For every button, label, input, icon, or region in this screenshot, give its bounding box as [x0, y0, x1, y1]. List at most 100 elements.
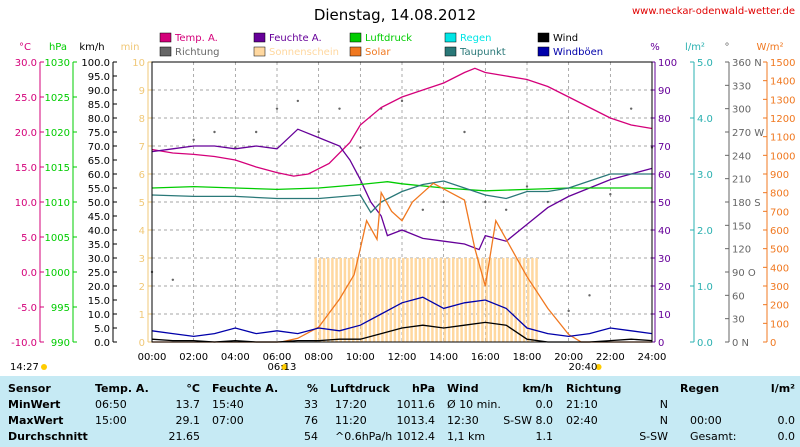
- sunshine-bar: [314, 258, 317, 342]
- axis-tick-label-solar: 900: [770, 170, 789, 181]
- legend-swatch-temp: [159, 32, 172, 43]
- axis-unit-wind: km/h: [79, 42, 104, 53]
- axis-tick-label-sunshine: 3: [139, 254, 145, 265]
- sunshine-bar: [493, 258, 497, 342]
- table-cell: Ø 10 min.: [447, 398, 501, 411]
- x-tick-label: 08:00: [304, 352, 333, 363]
- legend-label-dewpoint: Taupunkt: [459, 47, 506, 58]
- sunshine-bar: [514, 258, 517, 342]
- sunshine-bar: [364, 258, 367, 342]
- axis-tick-label-solar: 1200: [770, 114, 795, 125]
- axis-tick-label-wind: 85.0: [88, 100, 110, 111]
- legend-label-pressure: Luftdruck: [365, 33, 412, 44]
- sunshine-bar: [327, 258, 330, 342]
- x-tick-label: 10:00: [346, 352, 375, 363]
- axis-tick-label-sunshine: 8: [139, 114, 145, 125]
- direction-point: [400, 99, 404, 103]
- direction-point: [567, 309, 570, 313]
- table-cell: 33: [304, 398, 318, 411]
- sunshine-bar: [531, 258, 534, 342]
- axis-tick-label-temp: 5.0: [21, 233, 37, 244]
- axis-tick-label-wind: 5.0: [94, 324, 110, 335]
- axis-tick-label-wind: 55.0: [88, 184, 110, 195]
- legend-swatch-direction: [159, 46, 172, 57]
- table-cell: S-SW: [639, 430, 668, 443]
- axis-tick-label-wind: 10.0: [88, 310, 110, 321]
- sunshine-bar: [360, 258, 363, 342]
- axis-tick-label-solar: 800: [770, 189, 789, 200]
- axis-tick-label-temp: 20.0: [15, 128, 37, 139]
- table-header-cell: Regen: [680, 382, 720, 395]
- sunshine-bar: [414, 258, 417, 342]
- direction-point: [609, 193, 612, 196]
- axis-tick-label-sunshine: 0: [139, 338, 145, 349]
- legend: Temp. A. Feuchte A. Luftdruck Regen Wind Rich…: [159, 32, 603, 58]
- sunshine-bar: [368, 258, 372, 342]
- sunshine-bar: [456, 258, 459, 342]
- table-cell: 15:00: [95, 414, 127, 427]
- axis-tick-label-direction: 300: [732, 105, 751, 116]
- axis-tick-label-wind: 20.0: [88, 282, 110, 293]
- sunshine-bar: [502, 258, 505, 342]
- sunshine-bar: [402, 258, 405, 342]
- direction-point: [213, 130, 216, 134]
- axis-tick-label-sunshine: 5: [139, 198, 145, 209]
- axis-tick-label-humidity: 40: [658, 226, 671, 237]
- twilight-time: 14:27: [10, 362, 39, 373]
- axis-tick-label-wind: 65.0: [88, 156, 110, 167]
- table-cell: 0.0: [777, 430, 796, 443]
- twilight-icon: [41, 364, 47, 370]
- axis-tick-label-wind: 45.0: [88, 212, 110, 223]
- axis-tick-label-temp: -10.0: [11, 338, 37, 349]
- table-cell: 07:00: [212, 414, 244, 427]
- series-line-humidity: [151, 128, 653, 251]
- table-cell: 1011.6: [396, 398, 436, 411]
- sunrise-icon: [281, 364, 288, 370]
- legend-swatch-wind: [537, 32, 550, 43]
- sunshine-bar: [527, 258, 530, 342]
- sunshine-bar: [522, 258, 526, 342]
- sunshine-bar: [435, 258, 438, 342]
- direction-point: [525, 185, 529, 188]
- x-tick-label: 06:00: [263, 352, 292, 363]
- axis-tick-label-solar: 400: [770, 263, 789, 274]
- sunshine-bar: [318, 258, 322, 342]
- table-cell: 00:00: [690, 414, 722, 427]
- table-cell: 54: [304, 430, 318, 443]
- axis-tick-label-temp: 10.0: [15, 198, 37, 209]
- axis-tick-label-solar: 1300: [770, 95, 795, 106]
- table-cell: 29.1: [175, 414, 201, 427]
- table-cell: 1,1 km: [447, 430, 486, 443]
- axis-tick-label-pressure: 1010: [45, 198, 70, 209]
- axis-tick-label-temp: 15.0: [15, 163, 37, 174]
- direction-point: [171, 278, 175, 281]
- table-header-cell: Wind: [447, 382, 479, 395]
- series-line-gust: [151, 296, 653, 338]
- x-tick-label: 00:00: [138, 352, 167, 363]
- legend-label-humidity: Feuchte A.: [269, 33, 322, 44]
- direction-point: [588, 294, 591, 297]
- axis-tick-label-sunshine: 4: [139, 226, 145, 237]
- axis-tick-label-wind: 100.0: [81, 58, 110, 69]
- axis-tick-label-direction: 90 O: [732, 268, 756, 279]
- direction-point: [546, 200, 550, 204]
- direction-point: [442, 200, 445, 204]
- axis-tick-label-pressure: 990: [51, 338, 70, 349]
- axis-tick-label-solar: 0: [770, 338, 776, 349]
- sunshine-bar: [372, 258, 376, 342]
- sunshine-bar: [347, 258, 351, 342]
- axis-unit-sunshine: min: [121, 42, 140, 53]
- axis-tick-label-wind: 35.0: [88, 240, 110, 251]
- table-cell: 13.7: [175, 398, 201, 411]
- direction-point: [629, 107, 633, 110]
- axis-unit-pressure: hPa: [49, 42, 67, 53]
- sunshine-bar: [443, 258, 447, 342]
- table-cell: 11:20: [335, 414, 367, 427]
- chart-title: Dienstag, 14.08.2012: [314, 6, 476, 24]
- sunshine-bar: [431, 258, 434, 342]
- table-cell: 1013.4: [396, 414, 436, 427]
- sunshine-bar: [322, 258, 326, 342]
- table-header-cell: hPa: [411, 382, 435, 395]
- table-cell: 12:30: [447, 414, 479, 427]
- axis-tick-label-solar: 200: [770, 301, 789, 312]
